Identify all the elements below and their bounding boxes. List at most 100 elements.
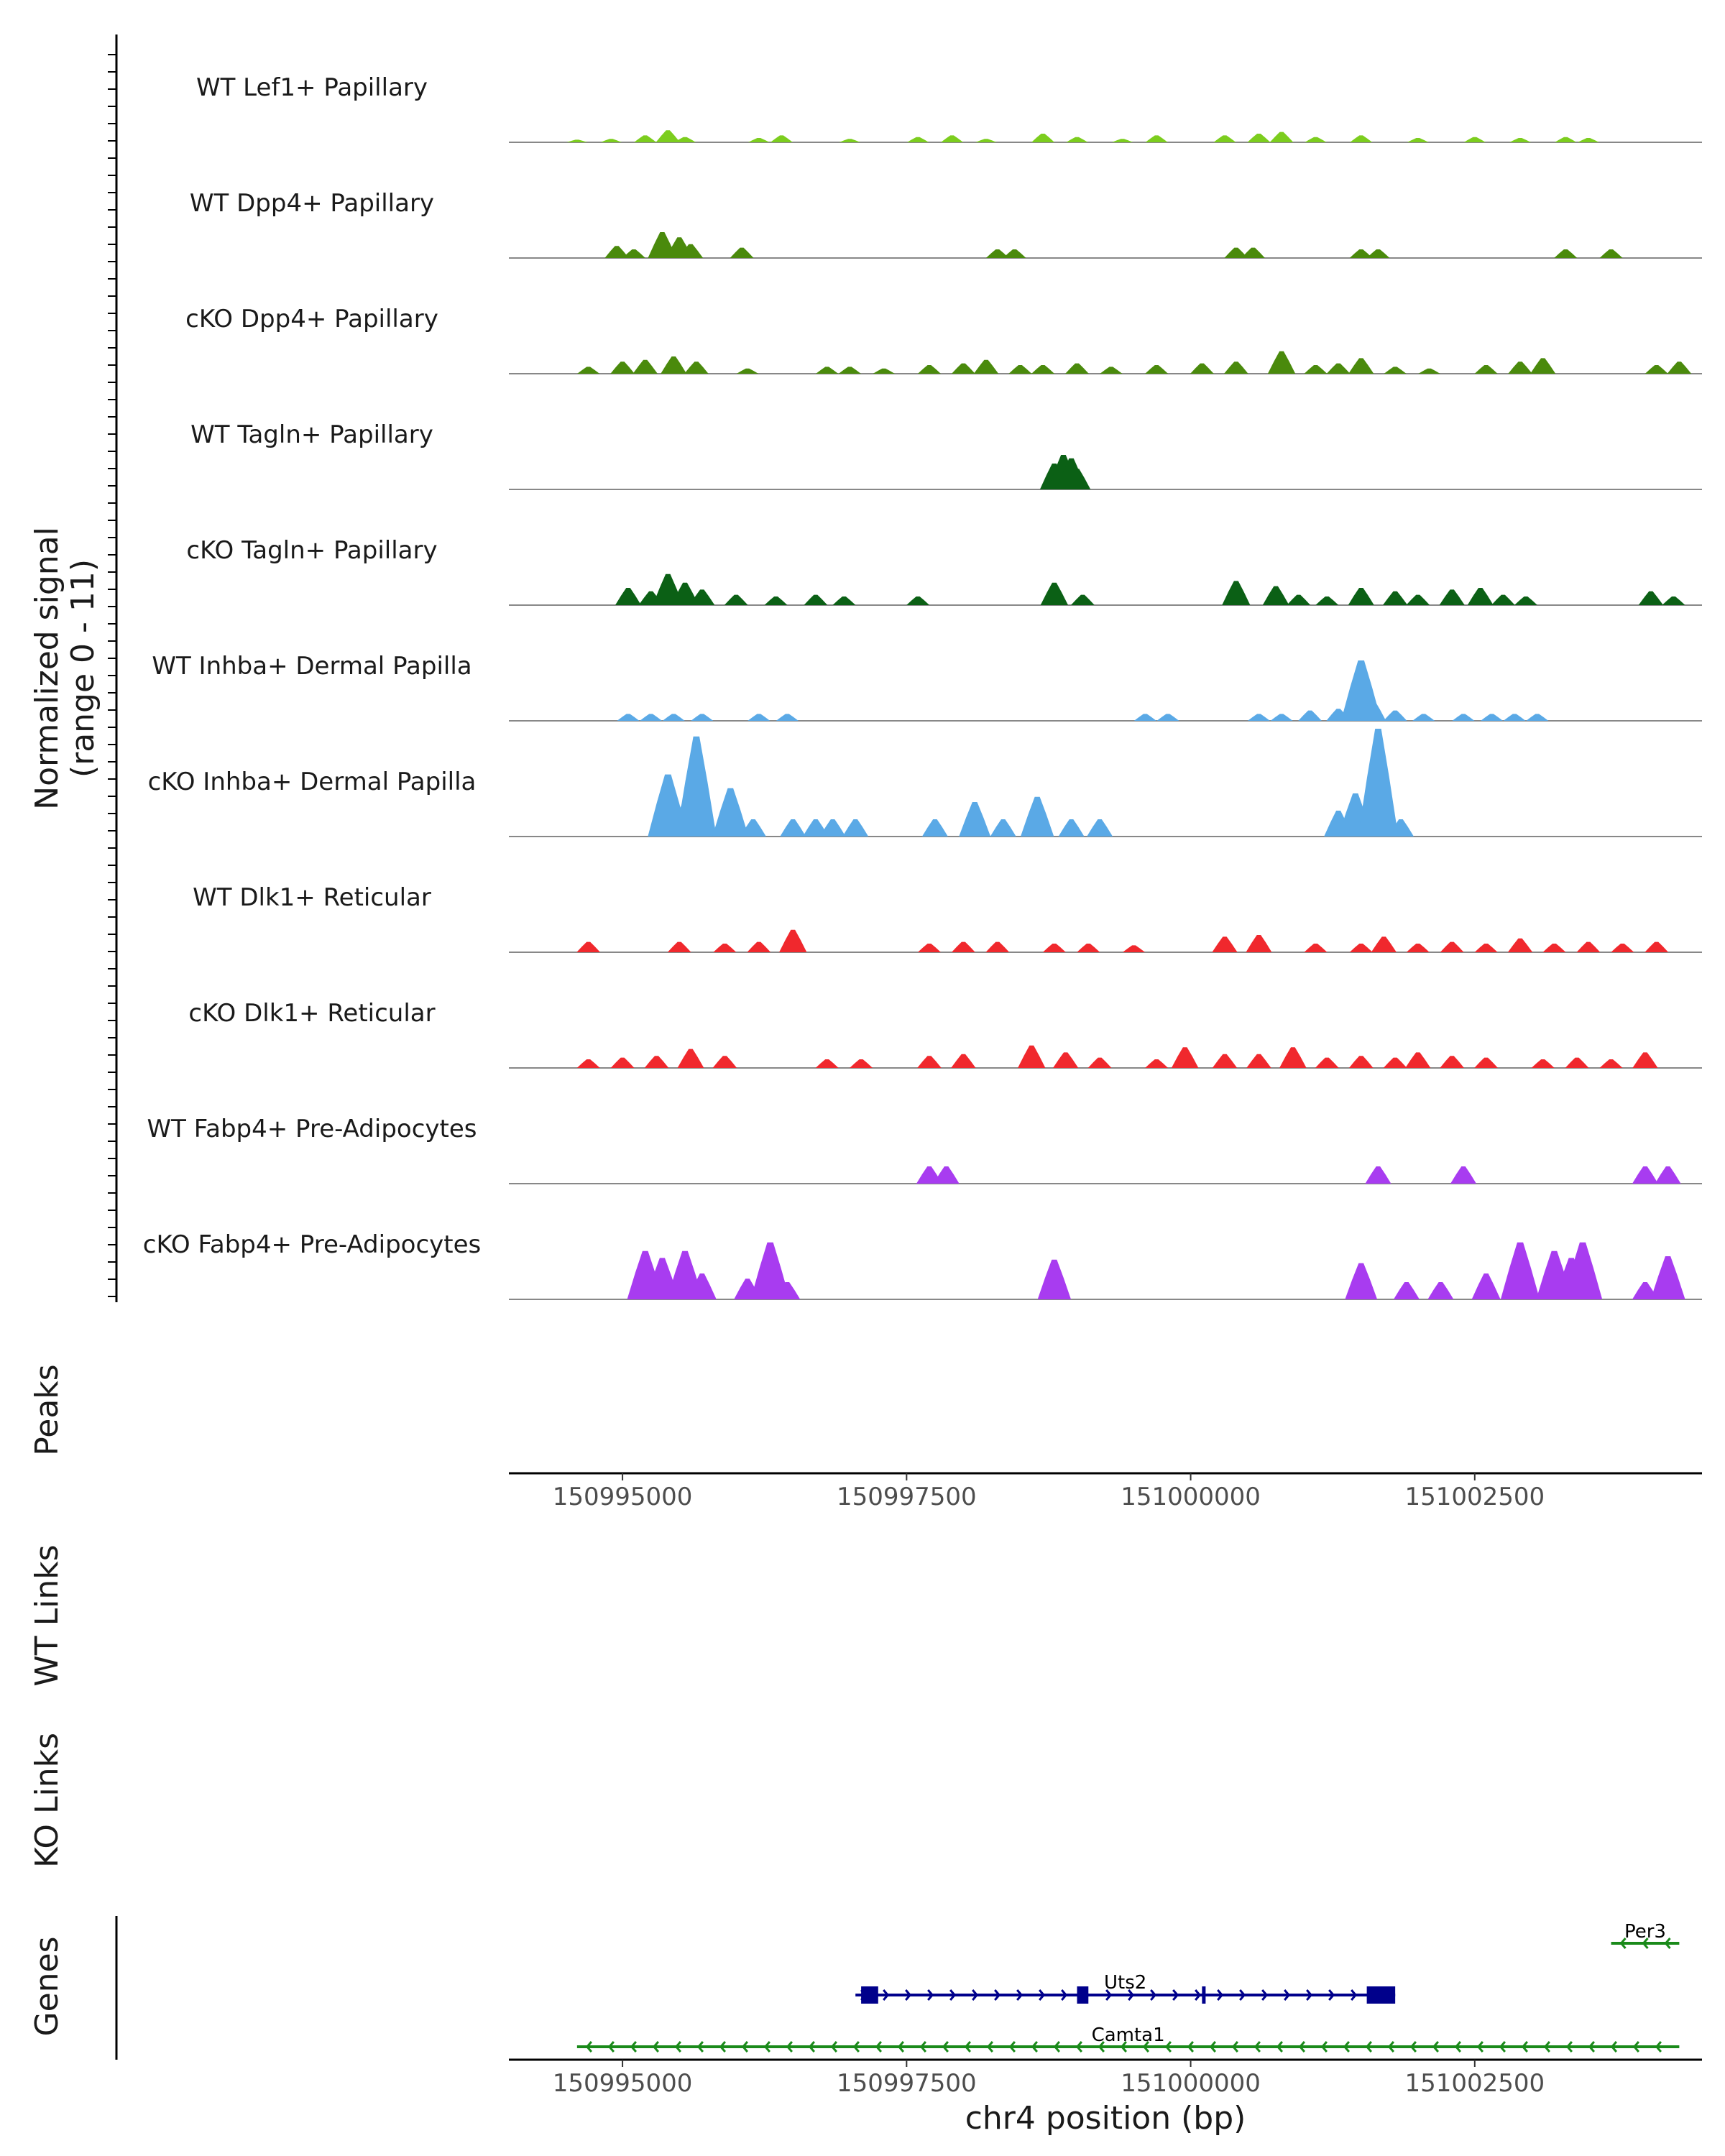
strand-arrow (1476, 2041, 1484, 2053)
signal-peak (1514, 596, 1537, 605)
signal-peak (985, 249, 1009, 258)
strand-arrow (1284, 1989, 1291, 2001)
strand-arrow (1642, 1938, 1649, 1949)
signal-peak (1577, 138, 1599, 142)
signal-peak (1018, 1045, 1046, 1068)
strand-arrow (1128, 1989, 1135, 2001)
signal-peak (1467, 588, 1494, 605)
signal-peak (1427, 1282, 1454, 1299)
strand-arrow (949, 1989, 957, 2001)
signal-peak (1507, 938, 1533, 952)
signal-peak (1053, 1052, 1079, 1068)
signal-peak (1638, 591, 1664, 605)
signal-peak (610, 1057, 635, 1068)
strand-arrow (696, 2041, 704, 2053)
strand-arrow (674, 2041, 681, 2053)
x-tick-label: 150997500 (837, 2069, 977, 2098)
strand-arrow (1320, 2041, 1328, 2053)
signal-peak (951, 1054, 976, 1068)
signal-peak (764, 596, 788, 605)
gene-label: Camta1 (1092, 2024, 1165, 2046)
strand-arrow (1343, 2041, 1350, 2053)
signal-peak (1065, 363, 1089, 374)
strand-arrow (1454, 2041, 1461, 2053)
signal-peak (1031, 365, 1055, 374)
track-5: WT Inhba+ Dermal Papilla (152, 652, 1702, 722)
strand-arrow (1209, 2041, 1216, 2053)
strand-arrow (1053, 2041, 1060, 2053)
signal-peak (1246, 935, 1272, 952)
signal-peak (689, 589, 715, 605)
signal-peak (906, 137, 929, 142)
strand-arrow (1521, 2041, 1528, 2053)
signal-peak (1037, 1259, 1072, 1299)
signal-peak (1087, 819, 1113, 837)
strand-arrow (1039, 1989, 1046, 2001)
signal-peak (1382, 591, 1408, 605)
exon (1077, 1986, 1089, 2004)
signal-peak (959, 802, 991, 837)
signal-peak (975, 139, 997, 142)
signal-peak (1077, 944, 1100, 952)
signal-peak (1384, 367, 1407, 374)
strand-arrow (1098, 2041, 1105, 2053)
signal-peak (917, 1056, 942, 1068)
signal-peak (1632, 1052, 1658, 1068)
track-label: WT Inhba+ Dermal Papilla (152, 652, 472, 681)
exon (1202, 1986, 1206, 2004)
strand-arrow (808, 2041, 815, 2053)
signal-y-label: Normalized signal (29, 527, 65, 810)
strand-arrow (919, 2041, 926, 2053)
signal-peak (1133, 714, 1156, 721)
strand-arrow (1409, 2041, 1417, 2053)
x-tick-label: 151000000 (1121, 2069, 1261, 2098)
strand-arrow (1142, 2041, 1149, 2053)
signal-peak (1100, 367, 1123, 374)
signal-peak (1358, 700, 1386, 721)
signal-peak (1031, 134, 1055, 142)
signal-peak (1388, 819, 1414, 837)
genes-x-ticks: 150995000 150997500 151000000 151002500 (553, 2060, 1545, 2098)
peaks-x-ticks: 150995000 150997500 151000000 151002500 (553, 1473, 1545, 1511)
signal-peak (1087, 1057, 1112, 1068)
signal-peak (1405, 1052, 1431, 1068)
signal-peak (740, 819, 766, 837)
signal-peak (1508, 361, 1532, 374)
strand-arrow (607, 2041, 615, 2053)
signal-peak (661, 356, 687, 374)
track-2: cKO Dpp4+ Papillary (185, 305, 1702, 374)
signal-peak (678, 244, 704, 258)
signal-peak (1042, 944, 1066, 952)
signal-peak (1644, 941, 1669, 952)
strand-arrow (1351, 1989, 1358, 2001)
strand-arrow (1231, 2041, 1238, 2053)
signal-peak (1156, 714, 1179, 721)
strand-arrow (1008, 2041, 1016, 2053)
signal-peak (622, 249, 645, 258)
strand-arrow (964, 2041, 971, 2053)
x-tick-label: 151002500 (1404, 2069, 1545, 2098)
exon (1366, 1986, 1396, 2004)
strand-arrow (1565, 2041, 1573, 2053)
signal-peak (1440, 941, 1464, 952)
signal-peak (634, 135, 657, 142)
signal-peak (1315, 1057, 1339, 1068)
signal-peak (1267, 351, 1296, 374)
strand-arrow (1387, 2041, 1394, 2053)
strand-arrow (1588, 2041, 1595, 2053)
signal-peak (1474, 365, 1498, 374)
gene-label: Per3 (1624, 1921, 1666, 1943)
signal-peak (839, 139, 861, 142)
strand-arrow (1105, 1989, 1113, 2001)
strand-arrow (1016, 1989, 1024, 2001)
signal-peak (1439, 589, 1465, 605)
signal-peak (1450, 1166, 1476, 1184)
signal-peak (1066, 137, 1088, 142)
signal-peak (1279, 1047, 1307, 1068)
strand-arrow (942, 2041, 949, 2053)
signal-peak (1565, 1057, 1589, 1068)
strand-arrow (1239, 1989, 1246, 2001)
signal-range-label: (range 0 - 11) (65, 559, 101, 778)
signal-peak (1530, 358, 1556, 374)
x-axis-label: chr4 position (bp) (965, 2100, 1246, 2137)
